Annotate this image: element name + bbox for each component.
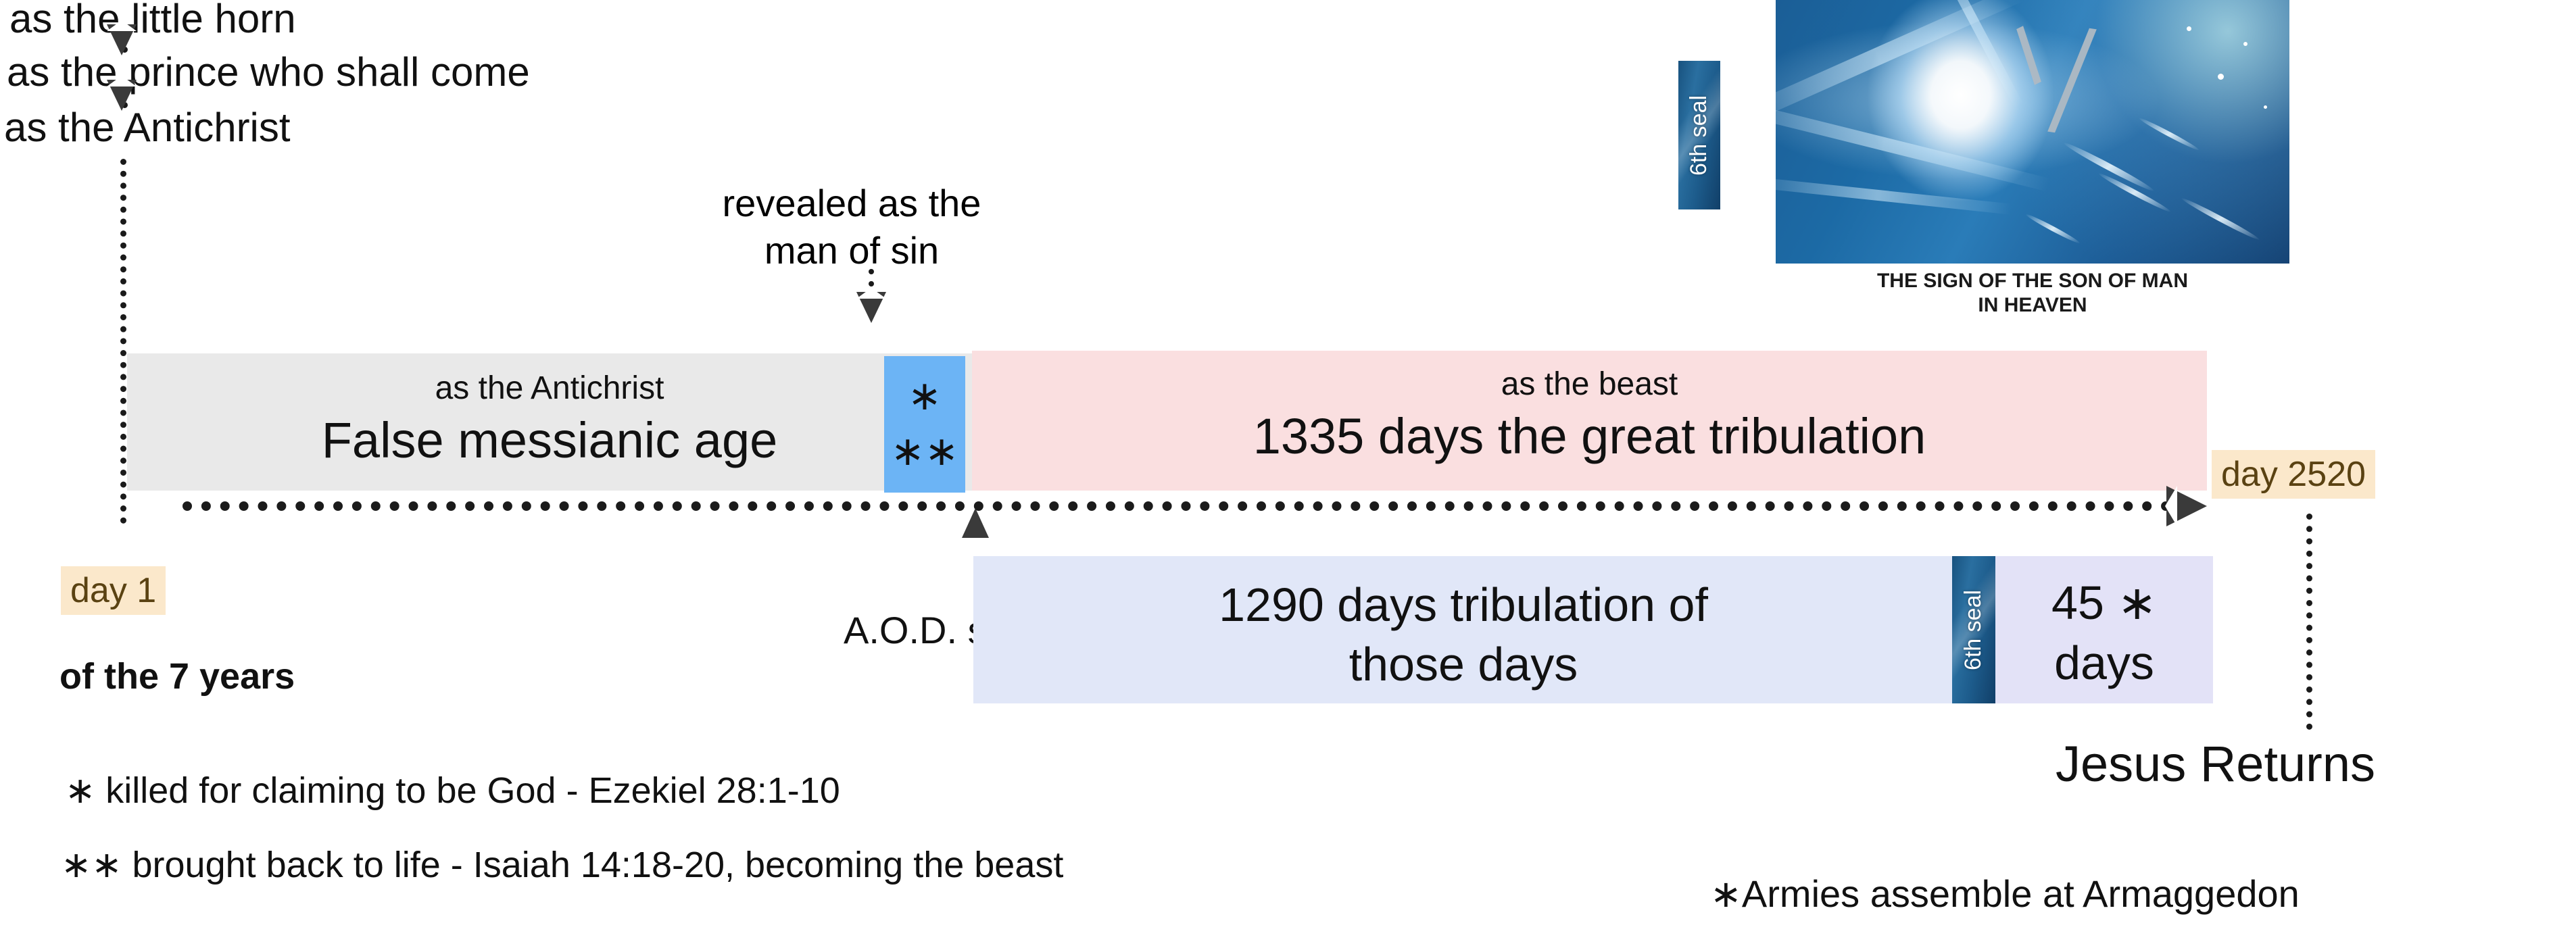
antichrist-to-timeline-connector	[120, 159, 126, 524]
segment-45-line1: 45 ∗	[2051, 576, 2157, 629]
timeline-segment-false-messianic-age[interactable]: as the Antichrist False messianic age	[127, 353, 972, 491]
chain-label-prince: as the prince who shall come	[7, 49, 530, 95]
marker-star-double: ∗∗	[890, 428, 959, 474]
segment-gray-mainlabel: False messianic age	[321, 412, 778, 468]
revealed-callout-connector	[869, 269, 874, 299]
chain-arrow-2-icon	[107, 76, 137, 111]
sign-check-glyph-icon	[2047, 28, 2097, 133]
seal-tab-image-label: 6th seal	[1686, 95, 1712, 176]
chain-label-antichrist: as the Antichrist	[4, 105, 291, 150]
segment-pink-mainlabel: 1335 days the great tribulation	[1253, 408, 1926, 464]
timeline-segment-great-tribulation[interactable]: as the beast 1335 days the great tribula…	[972, 351, 2207, 491]
segment-45-line2: days	[2054, 637, 2154, 689]
timeline-segment-1290-days[interactable]: 1290 days tribulation of those days	[973, 556, 1953, 703]
chain-arrow-1-icon	[107, 20, 137, 55]
segment-1290-line1: 1290 days tribulation of	[1219, 578, 1708, 631]
day-1-sublabel: of the 7 years	[59, 656, 295, 697]
seal-tab-image: 6th seal	[1678, 61, 1720, 209]
segment-gray-sublabel: as the Antichrist	[435, 370, 664, 406]
sign-of-son-of-man-image	[1776, 0, 2289, 264]
seal-tab-timeline-label: 6th seal	[1960, 589, 1987, 670]
aod-arrow-icon	[962, 508, 989, 547]
armies-armaggedon-label: ∗Armies assemble at Armaggedon	[1710, 872, 2300, 915]
timeline-segment-45-days[interactable]: 45 ∗ days	[1995, 556, 2213, 703]
timeline-segment-death-resurrection-marker[interactable]: ∗ ∗∗	[884, 356, 965, 493]
marker-star-single: ∗	[907, 373, 942, 418]
footnote-2: ∗∗ brought back to life - Isaiah 14:18-2…	[61, 845, 1064, 885]
day-2520-chip: day 2520	[2212, 450, 2375, 499]
segment-pink-sublabel: as the beast	[1501, 366, 1678, 402]
timeline-axis-arrowhead-icon	[2165, 486, 2207, 526]
sign-caption-line2: IN HEAVEN	[1978, 294, 2087, 316]
jesus-returns-label: Jesus Returns	[2056, 736, 2375, 792]
day-2520-connector	[2306, 514, 2312, 730]
revealed-callout-arrow-icon	[856, 288, 886, 323]
footnote-1: ∗ killed for claiming to be God - Ezekie…	[65, 770, 840, 811]
day-1-chip: day 1	[61, 566, 166, 615]
timeline-axis-dotted-line	[183, 501, 2190, 511]
segment-1290-line2: those days	[1348, 638, 1578, 691]
seal-tab-timeline: 6th seal	[1952, 556, 1995, 703]
sign-caption-line1: THE SIGN OF THE SON OF MAN	[1876, 270, 2188, 292]
sign-check-glyph-tail-icon	[2016, 26, 2041, 85]
sign-of-son-of-man-figure: THE SIGN OF THE SON OF MAN IN HEAVEN	[1776, 0, 2289, 316]
chain-label-little-horn: as the little horn	[9, 0, 296, 41]
revealed-callout-line1: revealed as the	[722, 182, 981, 224]
revealed-callout-line2: man of sin	[764, 229, 940, 272]
